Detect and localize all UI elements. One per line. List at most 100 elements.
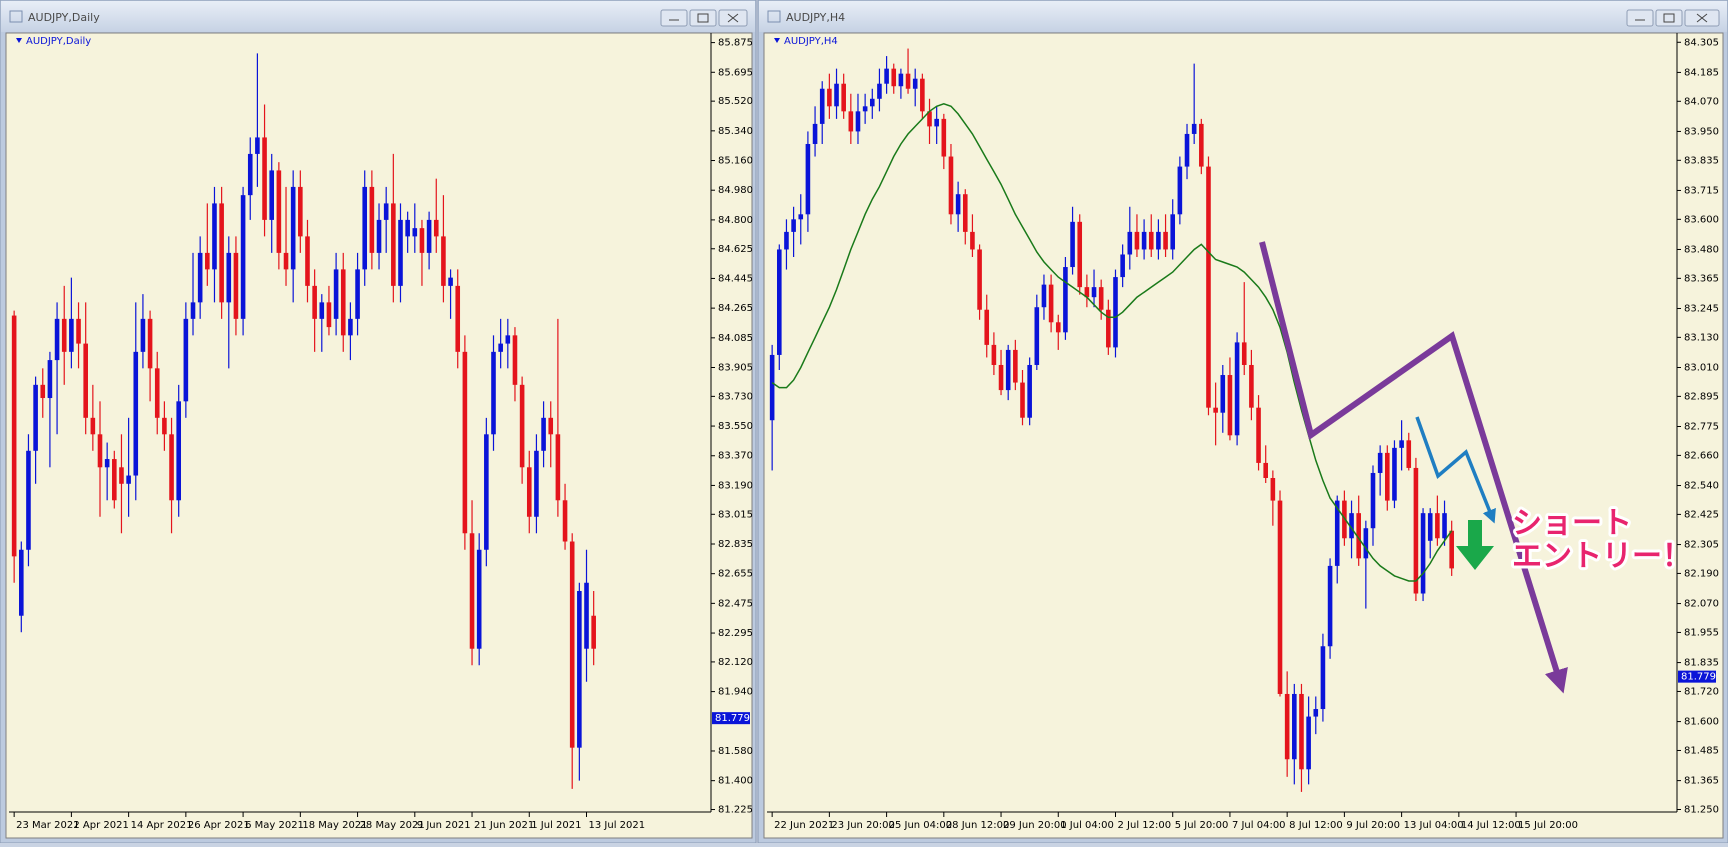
chart-area <box>763 32 1724 839</box>
candle-body <box>955 194 961 215</box>
y-tick-label: 84.070 <box>1684 96 1719 107</box>
candle-body <box>998 364 1004 391</box>
candle-body <box>1063 267 1068 333</box>
candle-body <box>97 434 103 468</box>
candle-body <box>491 351 496 435</box>
candle-body <box>1435 513 1440 539</box>
chart-menu-icon[interactable] <box>16 38 22 43</box>
candle-body <box>984 309 990 345</box>
candle-body <box>40 384 46 399</box>
candle-body <box>426 219 432 253</box>
x-tick-label: 14 Jul 12:00 <box>1461 820 1521 831</box>
candle-body <box>448 277 453 286</box>
y-tick-label: 81.365 <box>1684 776 1719 787</box>
candle-body <box>169 434 174 501</box>
candle-body <box>305 236 310 286</box>
candle-body <box>977 249 982 310</box>
candle-body <box>1249 364 1254 408</box>
down-arrow <box>1456 520 1494 570</box>
candle-body <box>333 269 339 319</box>
candle-body <box>433 219 439 237</box>
candle-body <box>1270 477 1276 501</box>
candle-body <box>190 302 196 319</box>
x-tick-label: 23 Jun 20:00 <box>831 820 895 831</box>
y-tick-label: 85.520 <box>718 96 753 107</box>
candle-body <box>441 236 446 286</box>
candle-body <box>548 417 554 435</box>
y-tick-label: 82.305 <box>1684 540 1719 551</box>
candle-body <box>162 417 167 435</box>
y-tick-label: 84.305 <box>1684 37 1719 48</box>
y-tick-label: 83.190 <box>718 480 753 491</box>
candle-body <box>283 252 289 270</box>
candle-body <box>1234 342 1240 436</box>
current-price-label: 81.779 <box>1681 672 1716 683</box>
candle-body <box>1420 513 1426 594</box>
candle-body <box>905 73 911 89</box>
candle-body <box>1077 221 1083 288</box>
chart-menu-icon[interactable] <box>774 38 780 43</box>
x-tick-label: 29 Jun 20:00 <box>1003 820 1067 831</box>
y-tick-label: 82.835 <box>718 539 753 550</box>
candle-body <box>848 111 854 132</box>
candle-body <box>891 68 897 87</box>
y-tick-label: 82.120 <box>718 657 753 668</box>
chart-layer: 85.875 85.695 85.520 85.340 85.160 84.980 84.8… <box>9 33 1719 831</box>
y-tick-label: 82.540 <box>1684 481 1719 492</box>
title-bar[interactable] <box>759 1 1727 32</box>
candle-body <box>1141 231 1147 250</box>
candle-body <box>1449 530 1454 569</box>
y-tick-label: 83.010 <box>1684 362 1719 373</box>
candle-body <box>469 533 475 649</box>
x-tick-label: 13 Jul 2021 <box>589 820 646 831</box>
x-tick-label: 9 Jul 20:00 <box>1346 820 1400 831</box>
trend-arrow <box>1259 241 1568 694</box>
x-tick-label: 7 Jul 04:00 <box>1232 820 1286 831</box>
window-buttons[interactable] <box>660 9 748 27</box>
candle-body <box>1177 166 1183 215</box>
candle-body <box>877 83 882 99</box>
candle-body <box>498 343 503 352</box>
window-icon <box>767 10 781 23</box>
candle-body <box>1256 407 1261 463</box>
candle-body <box>584 582 589 649</box>
x-tick-label: 2 Apr 2021 <box>73 820 128 831</box>
candle-body <box>1363 528 1369 559</box>
candle-body <box>1170 214 1176 250</box>
candle-body <box>312 285 317 319</box>
candle-body <box>362 186 368 270</box>
x-tick-label: 6 May 2021 <box>245 820 304 831</box>
candle-body <box>1106 309 1111 348</box>
candle-body <box>555 434 561 501</box>
candle-body <box>884 68 889 84</box>
candle-body <box>340 269 346 336</box>
y-tick-label: 82.425 <box>1684 509 1719 520</box>
y-tick-label: 83.835 <box>1684 155 1719 166</box>
candle-body <box>855 111 861 132</box>
candle-body <box>784 231 789 250</box>
x-tick-label: 8 Jul 12:00 <box>1289 820 1343 831</box>
candle-body <box>791 219 796 232</box>
window-buttons[interactable] <box>1626 9 1720 27</box>
candle-body <box>541 417 546 451</box>
candle-body <box>1313 709 1319 717</box>
candle-body <box>398 219 403 286</box>
candle-body <box>126 475 131 484</box>
x-tick-label: 15 Jul 20:00 <box>1518 820 1578 831</box>
title-bar[interactable] <box>1 1 755 32</box>
candle-body <box>319 302 325 319</box>
candle-body <box>869 98 875 107</box>
candle-body <box>862 106 868 112</box>
x-tick-label: 21 Jun 2021 <box>474 820 534 831</box>
candle-body <box>1299 693 1304 770</box>
x-tick-label: 28 Jun 12:00 <box>946 820 1010 831</box>
candle-body <box>834 83 839 107</box>
candle-body <box>11 315 17 557</box>
y-tick-label: 83.015 <box>718 509 753 520</box>
candle-body <box>104 459 110 468</box>
candle-body <box>1048 284 1054 323</box>
y-tick-label: 82.295 <box>718 628 753 639</box>
candle-body <box>1055 322 1061 333</box>
candle-body <box>805 143 811 215</box>
